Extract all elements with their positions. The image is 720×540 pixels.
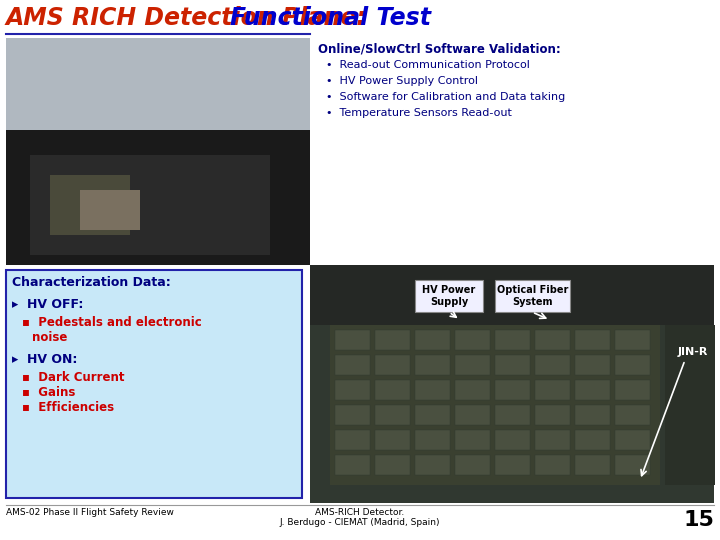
Bar: [6, 130, 310, 265]
Bar: [455, 330, 490, 350]
Bar: [535, 405, 570, 425]
Text: ▸  HV ON:: ▸ HV ON:: [12, 353, 77, 366]
Text: Online/SlowCtrl Software Validation:: Online/SlowCtrl Software Validation:: [318, 42, 561, 55]
Text: ▸  HV OFF:: ▸ HV OFF:: [12, 298, 84, 311]
Bar: [575, 355, 610, 375]
Bar: [455, 380, 490, 400]
Bar: [50, 175, 130, 235]
Bar: [6, 270, 302, 498]
Bar: [495, 455, 530, 475]
Bar: [335, 330, 370, 350]
Text: ▪  Efficiencies: ▪ Efficiencies: [22, 401, 114, 414]
Bar: [415, 455, 450, 475]
Bar: [375, 355, 410, 375]
Bar: [615, 380, 650, 400]
Text: 15: 15: [683, 510, 714, 530]
Bar: [415, 355, 450, 375]
Bar: [575, 405, 610, 425]
Bar: [415, 330, 450, 350]
Text: AMS RICH Detection Plane:: AMS RICH Detection Plane:: [6, 6, 383, 30]
Text: AMS-02 Phase II Flight Safety Review: AMS-02 Phase II Flight Safety Review: [6, 508, 174, 517]
Bar: [495, 380, 530, 400]
Bar: [495, 405, 530, 425]
Bar: [615, 430, 650, 450]
Text: •  Temperature Sensors Read-out: • Temperature Sensors Read-out: [326, 108, 512, 118]
Bar: [415, 380, 450, 400]
Bar: [310, 265, 714, 325]
Text: ▪  Gains: ▪ Gains: [22, 386, 76, 399]
Text: HV Power
Supply: HV Power Supply: [423, 285, 476, 307]
Bar: [495, 355, 530, 375]
Bar: [615, 355, 650, 375]
Bar: [575, 330, 610, 350]
Bar: [615, 330, 650, 350]
Bar: [575, 455, 610, 475]
Bar: [535, 430, 570, 450]
Bar: [415, 405, 450, 425]
Bar: [495, 280, 570, 312]
Text: •  Software for Calibration and Data taking: • Software for Calibration and Data taki…: [326, 92, 565, 102]
Text: noise: noise: [32, 331, 68, 344]
Bar: [615, 455, 650, 475]
Bar: [310, 265, 714, 503]
Bar: [535, 380, 570, 400]
Bar: [455, 430, 490, 450]
Text: Characterization Data:: Characterization Data:: [12, 276, 171, 289]
Bar: [575, 380, 610, 400]
Bar: [495, 430, 530, 450]
Bar: [615, 405, 650, 425]
Text: Optical Fiber
System: Optical Fiber System: [497, 285, 568, 307]
Text: •  HV Power Supply Control: • HV Power Supply Control: [326, 76, 478, 86]
Bar: [30, 155, 270, 255]
Bar: [455, 405, 490, 425]
Bar: [375, 380, 410, 400]
Bar: [6, 38, 310, 168]
Bar: [415, 430, 450, 450]
Bar: [375, 330, 410, 350]
Bar: [375, 405, 410, 425]
Text: ▪  Pedestals and electronic: ▪ Pedestals and electronic: [22, 316, 202, 329]
Bar: [335, 455, 370, 475]
Bar: [80, 190, 140, 230]
Bar: [335, 355, 370, 375]
Bar: [535, 330, 570, 350]
Bar: [335, 380, 370, 400]
Text: ▪  Dark Current: ▪ Dark Current: [22, 371, 125, 384]
Bar: [415, 280, 483, 312]
Bar: [665, 325, 715, 485]
Bar: [6, 38, 310, 265]
Bar: [335, 430, 370, 450]
Bar: [535, 355, 570, 375]
Bar: [375, 455, 410, 475]
Bar: [495, 330, 530, 350]
Text: Functional Test: Functional Test: [230, 6, 431, 30]
Text: •  Read-out Communication Protocol: • Read-out Communication Protocol: [326, 60, 530, 70]
Text: AMS-RICH Detector.
J. Berdugo - CIEMAT (Madrid, Spain): AMS-RICH Detector. J. Berdugo - CIEMAT (…: [280, 508, 440, 528]
Bar: [455, 455, 490, 475]
Bar: [330, 325, 660, 485]
Bar: [575, 430, 610, 450]
Bar: [375, 430, 410, 450]
Text: JIN-R: JIN-R: [678, 347, 708, 357]
Bar: [335, 405, 370, 425]
Bar: [535, 455, 570, 475]
Bar: [455, 355, 490, 375]
